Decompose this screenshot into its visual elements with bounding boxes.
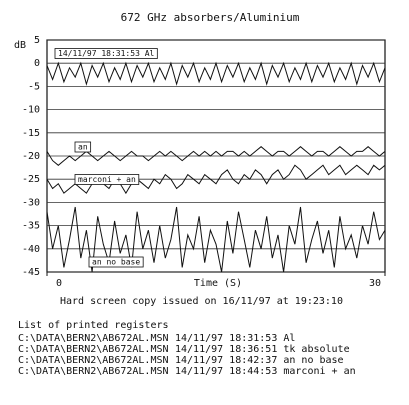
legend-label: 14/11/97 18:31:53 Al [58, 49, 155, 58]
register-cell: 14/11/97 18:44:53 marconi + an [175, 366, 356, 377]
copy-note: Hard screen copy issued on 16/11/97 at 1… [60, 296, 343, 307]
legend-label: marconi + an [78, 175, 136, 184]
register-cell: C:\DATA\BERN2\AB672AL.MSN [18, 344, 169, 355]
y-tick-label: -35 [22, 221, 40, 232]
y-tick-label: -20 [22, 151, 40, 162]
series-line [46, 206, 386, 273]
register-cell: 14/11/97 18:36:51 tk absolute [175, 344, 350, 355]
legend-box [54, 48, 158, 59]
y-tick-label: -10 [22, 105, 40, 116]
y-tick-label: -40 [22, 244, 40, 255]
register-cell: C:\DATA\BERN2\AB672AL.MSN [18, 366, 169, 377]
series-line [46, 146, 386, 166]
legend-box [74, 141, 92, 153]
y-tick-label: -30 [22, 197, 40, 208]
register-cell: C:\DATA\BERN2\AB672AL.MSN [18, 333, 169, 344]
y-tick-label: 0 [34, 58, 40, 69]
legend-label: an no base [92, 258, 140, 267]
series-line [46, 61, 386, 86]
y-tick-label: 5 [34, 35, 40, 46]
legend-label: an [78, 143, 88, 152]
y-axis-label: dB [14, 40, 26, 51]
register-cell: 14/11/97 18:31:53 Al [175, 333, 295, 344]
y-tick-label: -25 [22, 174, 40, 185]
register-cell: C:\DATA\BERN2\AB672AL.MSN [18, 355, 169, 366]
chart-title: 672 GHz absorbers/Aluminium [121, 11, 300, 24]
register-cell: 14/11/97 18:42:37 an no base [175, 355, 344, 366]
y-tick-label: -5 [28, 81, 40, 92]
list-title: List of printed registers [18, 320, 169, 331]
legend-box [74, 174, 140, 185]
legend-box [88, 256, 144, 268]
y-tick-label: -15 [22, 128, 40, 139]
y-tick-label: -45 [22, 267, 40, 278]
x-tick-label: 30 [369, 278, 381, 289]
x-tick-label: 0 [56, 278, 62, 289]
x-axis-label: Time (S) [194, 278, 242, 289]
